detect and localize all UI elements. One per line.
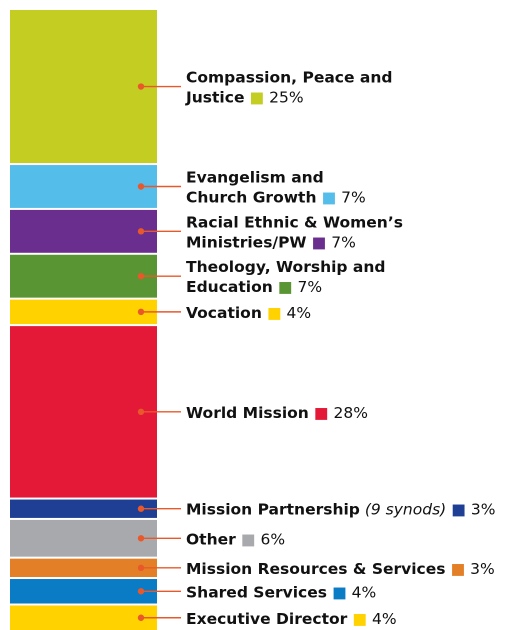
category-name: World Mission bbox=[186, 404, 309, 422]
leader-dot bbox=[137, 83, 145, 90]
category-name: Mission Partnership bbox=[186, 501, 360, 519]
legend-swatch: ■ bbox=[451, 560, 466, 578]
segment-mission-resources-services: Mission Resources & Services ■ 3% bbox=[10, 558, 495, 578]
segment-mission-partnership: Mission Partnership (9 synods) ■ 3% bbox=[10, 499, 495, 519]
value-label: 6% bbox=[256, 530, 286, 548]
category-name: Ministries/PW bbox=[186, 233, 307, 251]
legend-swatch: ■ bbox=[332, 583, 347, 601]
legend-swatch: ■ bbox=[241, 530, 256, 548]
value-label: 4% bbox=[367, 610, 397, 628]
leader-dot bbox=[137, 273, 145, 280]
label-evangelism-and-church-growth-line-1: Evangelism and bbox=[186, 168, 324, 186]
label-theology-worship-and-education-line-1: Theology, Worship and bbox=[186, 258, 386, 276]
legend-swatch: ■ bbox=[352, 610, 367, 628]
segment-world-mission: World Mission ■ 28% bbox=[10, 326, 368, 498]
label-mission-resources-services-line-1: Mission Resources & Services ■ 3% bbox=[186, 559, 495, 578]
category-note: (9 synods) bbox=[360, 501, 446, 519]
legend-swatch: ■ bbox=[312, 233, 327, 251]
value-label: 4% bbox=[282, 304, 312, 322]
category-name: Education bbox=[186, 278, 273, 296]
leader-dot bbox=[137, 588, 145, 595]
segment-shared-services: Shared Services ■ 4% bbox=[10, 579, 376, 604]
legend-swatch: ■ bbox=[451, 501, 466, 519]
value-label: 28% bbox=[329, 404, 368, 422]
bar-world-mission bbox=[10, 326, 157, 498]
bar-racial-ethnic-women-s-ministries-pw bbox=[10, 209, 157, 253]
category-name: Mission Resources & Services bbox=[186, 560, 445, 578]
legend-swatch: ■ bbox=[314, 404, 329, 422]
label-executive-director-line-1: Executive Director ■ 4% bbox=[186, 609, 397, 628]
leader-dot bbox=[137, 408, 145, 416]
bar-vocation bbox=[10, 299, 157, 325]
leader-dot bbox=[137, 564, 145, 572]
leader-dot bbox=[137, 505, 145, 512]
leader-dot bbox=[137, 228, 145, 235]
bar-mission-resources-services bbox=[10, 558, 157, 578]
category-name: Compassion, Peace and bbox=[186, 69, 392, 87]
label-compassion-peace-and-justice-line-1: Compassion, Peace and bbox=[186, 69, 392, 87]
category-name: Executive Director bbox=[186, 610, 348, 628]
bar-shared-services bbox=[10, 579, 157, 604]
value-label: 25% bbox=[264, 89, 303, 107]
leader-dot bbox=[137, 614, 145, 621]
value-label: 3% bbox=[465, 560, 495, 578]
leader-dot bbox=[137, 308, 145, 316]
label-vocation-line-1: Vocation ■ 4% bbox=[186, 303, 311, 322]
leader-dot bbox=[137, 183, 145, 190]
label-compassion-peace-and-justice-line-2: Justice ■ 25% bbox=[185, 88, 304, 107]
bar-theology-worship-and-education bbox=[10, 254, 157, 298]
category-name: Evangelism and bbox=[186, 168, 324, 186]
label-mission-partnership-line-1: Mission Partnership (9 synods) ■ 3% bbox=[186, 500, 495, 519]
bar-other bbox=[10, 519, 157, 557]
category-name: Justice bbox=[185, 89, 244, 107]
label-evangelism-and-church-growth-line-2: Church Growth ■ 7% bbox=[186, 187, 366, 206]
value-label: 7% bbox=[326, 233, 356, 251]
leader-dot bbox=[137, 535, 145, 542]
bar-mission-partnership bbox=[10, 499, 157, 518]
value-label: 3% bbox=[466, 501, 496, 519]
label-world-mission-line-1: World Mission ■ 28% bbox=[186, 403, 368, 422]
category-name: Church Growth bbox=[186, 188, 317, 206]
legend-swatch: ■ bbox=[267, 304, 282, 322]
legend-swatch: ■ bbox=[278, 278, 293, 296]
segment-executive-director: Executive Director ■ 4% bbox=[10, 605, 397, 630]
legend-swatch: ■ bbox=[322, 188, 337, 206]
bar-compassion-peace-and-justice bbox=[10, 10, 157, 164]
segment-vocation: Vocation ■ 4% bbox=[10, 299, 311, 325]
bar-executive-director bbox=[10, 605, 157, 630]
legend-swatch: ■ bbox=[250, 89, 265, 107]
label-shared-services-line-1: Shared Services ■ 4% bbox=[186, 582, 376, 601]
label-theology-worship-and-education-line-2: Education ■ 7% bbox=[186, 277, 322, 296]
value-label: 4% bbox=[347, 583, 377, 601]
segment-other: Other ■ 6% bbox=[10, 519, 285, 557]
value-label: 7% bbox=[293, 278, 323, 296]
category-name: Shared Services bbox=[186, 583, 327, 601]
category-name: Racial Ethnic & Women’s bbox=[186, 213, 403, 231]
category-name: Theology, Worship and bbox=[186, 258, 386, 276]
value-label: 7% bbox=[336, 188, 366, 206]
category-name: Vocation bbox=[186, 304, 262, 322]
bar-evangelism-and-church-growth bbox=[10, 165, 157, 208]
label-other-line-1: Other ■ 6% bbox=[186, 529, 285, 548]
category-name: Other bbox=[186, 530, 236, 548]
label-racial-ethnic-women-s-ministries-pw-line-2: Ministries/PW ■ 7% bbox=[186, 232, 356, 251]
label-racial-ethnic-women-s-ministries-pw-line-1: Racial Ethnic & Women’s bbox=[186, 213, 403, 231]
